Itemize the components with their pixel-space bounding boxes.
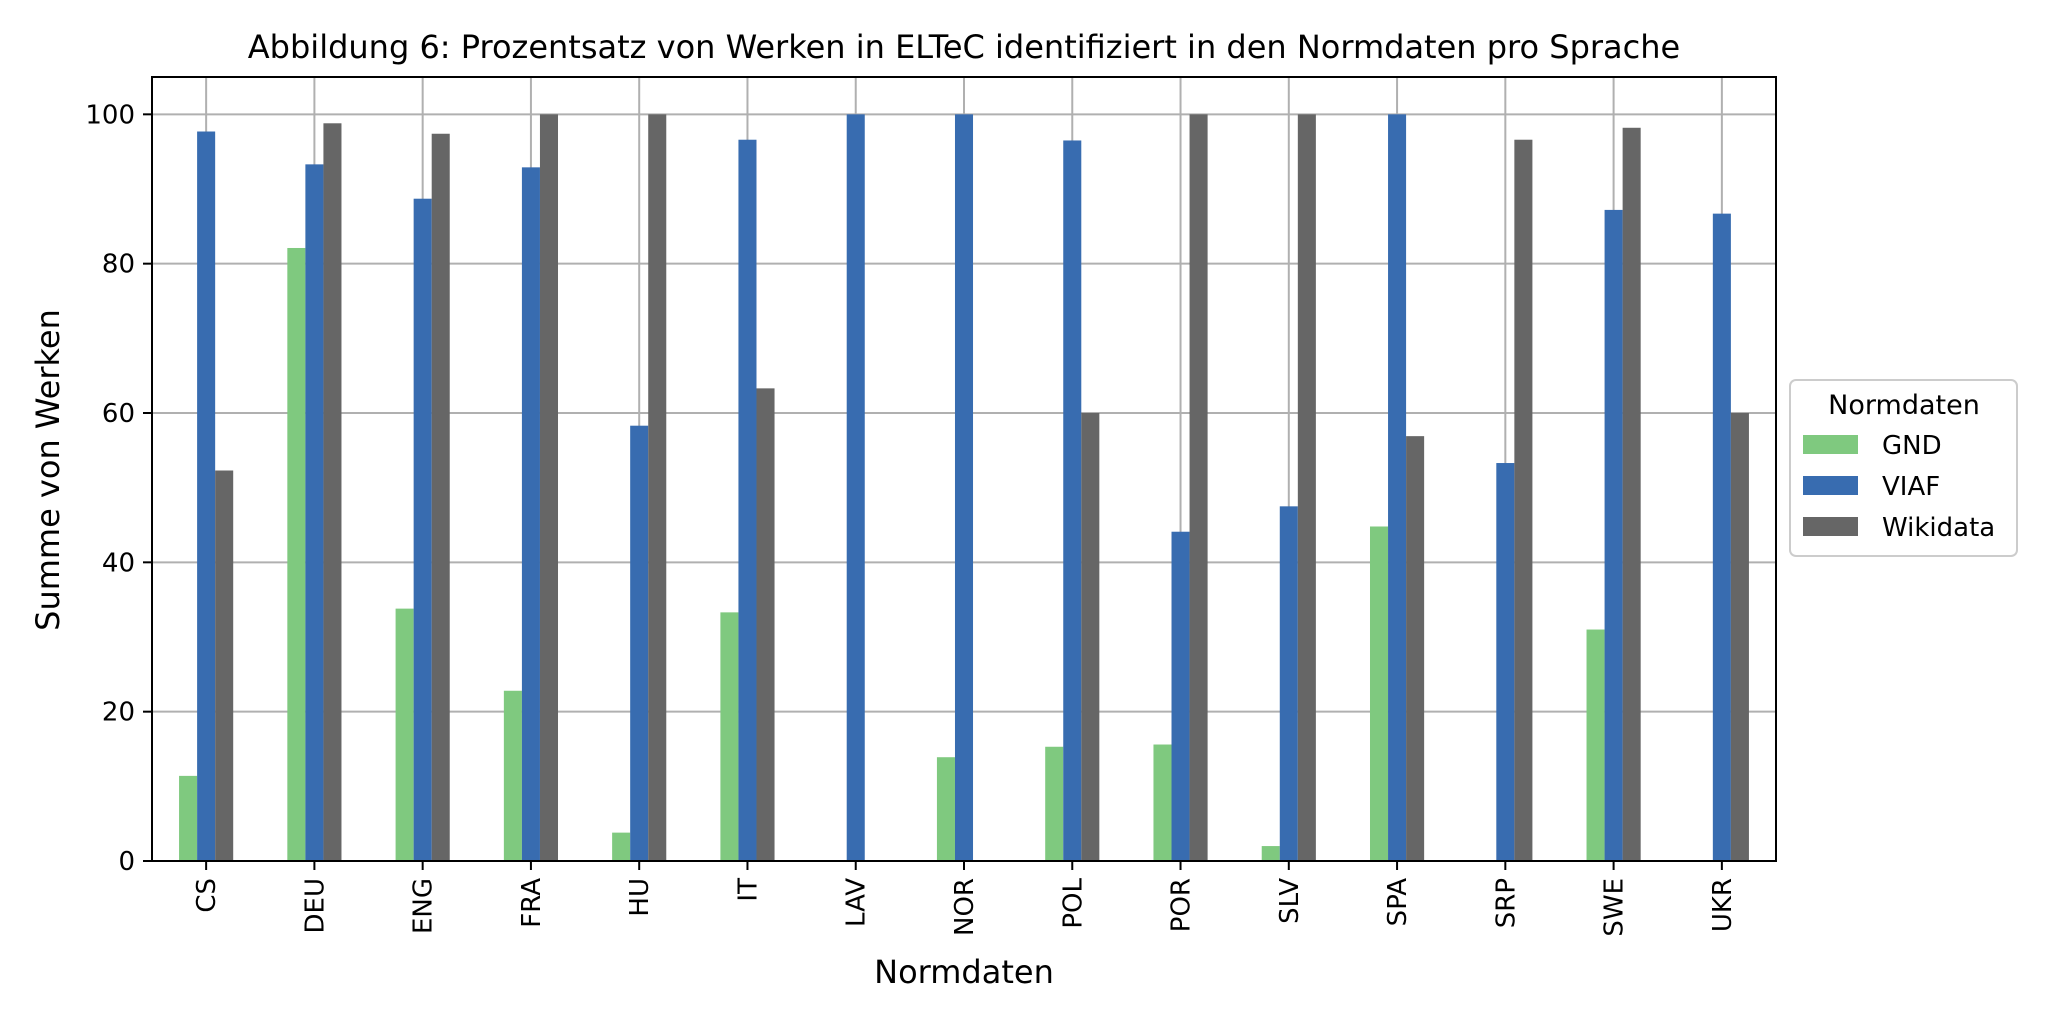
legend-label-wikidata: Wikidata	[1882, 513, 1995, 543]
bar-gnd-it	[720, 612, 739, 861]
bar-wikidata-hu	[648, 114, 667, 862]
legend: Normdaten GND VIAF Wikidata	[1789, 379, 2018, 557]
legend-swatch-wikidata	[1803, 517, 1858, 536]
bar-gnd-spa	[1369, 526, 1389, 861]
y-tick-label: 80	[102, 250, 135, 280]
bar-gnd-cs	[179, 775, 198, 861]
bar-gnd-hu	[612, 832, 631, 861]
x-tick-label-swe: SWE	[1600, 878, 1630, 937]
bar-wikidata-cs	[215, 470, 234, 861]
legend-swatch-gnd	[1803, 435, 1858, 454]
x-tick-label-spa: SPA	[1383, 878, 1413, 927]
x-tick-label-hu: HU	[625, 878, 655, 917]
y-axis: 0 20 40 60 80 100	[85, 100, 152, 877]
legend-label-gnd: GND	[1882, 431, 1942, 461]
legend-swatch-viaf	[1803, 476, 1858, 495]
bar-wikidata-eng	[431, 133, 450, 861]
bar-viaf-cs	[197, 131, 216, 862]
x-tick-label-fra: FRA	[517, 878, 547, 928]
bar-wikidata-ukr	[1730, 413, 1749, 861]
bar-viaf-spa	[1388, 114, 1407, 862]
bar-viaf-ukr	[1712, 213, 1731, 861]
bar-wikidata-fra	[539, 114, 559, 862]
bar-viaf-eng	[413, 198, 432, 861]
bar-viaf-deu	[305, 164, 324, 862]
bar-wikidata-slv	[1297, 114, 1316, 862]
legend-label-viaf: VIAF	[1882, 472, 1940, 502]
y-axis-label: Summe von Werken	[29, 309, 67, 631]
y-tick-label: 100	[85, 100, 135, 130]
y-tick-label: 60	[102, 399, 135, 429]
x-tick-label-ukr: UKR	[1708, 878, 1738, 932]
legend-box	[1789, 379, 2018, 557]
bar-wikidata-pol	[1081, 413, 1100, 861]
bar-wikidata-srp	[1514, 139, 1533, 862]
x-tick-label-cs: CS	[192, 878, 222, 913]
legend-title: Normdaten	[1828, 390, 1980, 421]
bar-gnd-por	[1153, 744, 1172, 861]
y-tick-label: 0	[118, 847, 135, 877]
x-tick-label-por: POR	[1167, 878, 1197, 932]
bar-wikidata-it	[756, 388, 775, 861]
bar-viaf-slv	[1279, 506, 1298, 861]
bars	[179, 114, 1749, 862]
bar-viaf-por	[1171, 531, 1190, 861]
y-tick-label: 20	[102, 698, 135, 728]
x-tick-label-srp: SRP	[1491, 878, 1521, 928]
bar-gnd-eng	[395, 608, 414, 861]
x-axis: CS DEU ENG FRA HU IT LAV NOR POL POR SLV SPA SRP SWE U…	[192, 861, 1738, 937]
bar-gnd-fra	[503, 690, 522, 861]
bar-gnd-swe	[1586, 629, 1605, 861]
x-tick-label-eng: ENG	[409, 878, 439, 934]
bar-gnd-pol	[1045, 746, 1064, 861]
bar-gnd-deu	[287, 247, 306, 861]
bar-wikidata-deu	[323, 123, 342, 861]
bar-wikidata-por	[1189, 114, 1208, 862]
chart-title: Abbildung 6: Prozentsatz von Werken in E…	[248, 28, 1680, 66]
x-tick-label-pol: POL	[1058, 877, 1088, 928]
bar-viaf-swe	[1604, 209, 1623, 861]
bar-wikidata-spa	[1406, 436, 1425, 861]
bar-viaf-pol	[1063, 140, 1082, 861]
bar-viaf-srp	[1496, 463, 1515, 861]
x-tick-label-slv: SLV	[1275, 878, 1305, 924]
bar-viaf-fra	[521, 167, 540, 861]
bar-viaf-it	[738, 139, 757, 862]
bar-viaf-hu	[630, 425, 649, 861]
x-tick-label-it: IT	[733, 878, 763, 902]
bar-viaf-lav	[846, 114, 865, 862]
bar-wikidata-swe	[1622, 127, 1641, 862]
x-tick-label-lav: LAV	[842, 878, 872, 927]
x-axis-label: Normdaten	[874, 953, 1054, 991]
x-tick-label-deu: DEU	[300, 878, 330, 933]
bar-viaf-nor	[954, 114, 974, 862]
x-tick-label-nor: NOR	[950, 878, 980, 936]
y-tick-label: 40	[102, 548, 135, 578]
bar-gnd-slv	[1261, 846, 1280, 861]
bar-gnd-nor	[936, 757, 955, 861]
